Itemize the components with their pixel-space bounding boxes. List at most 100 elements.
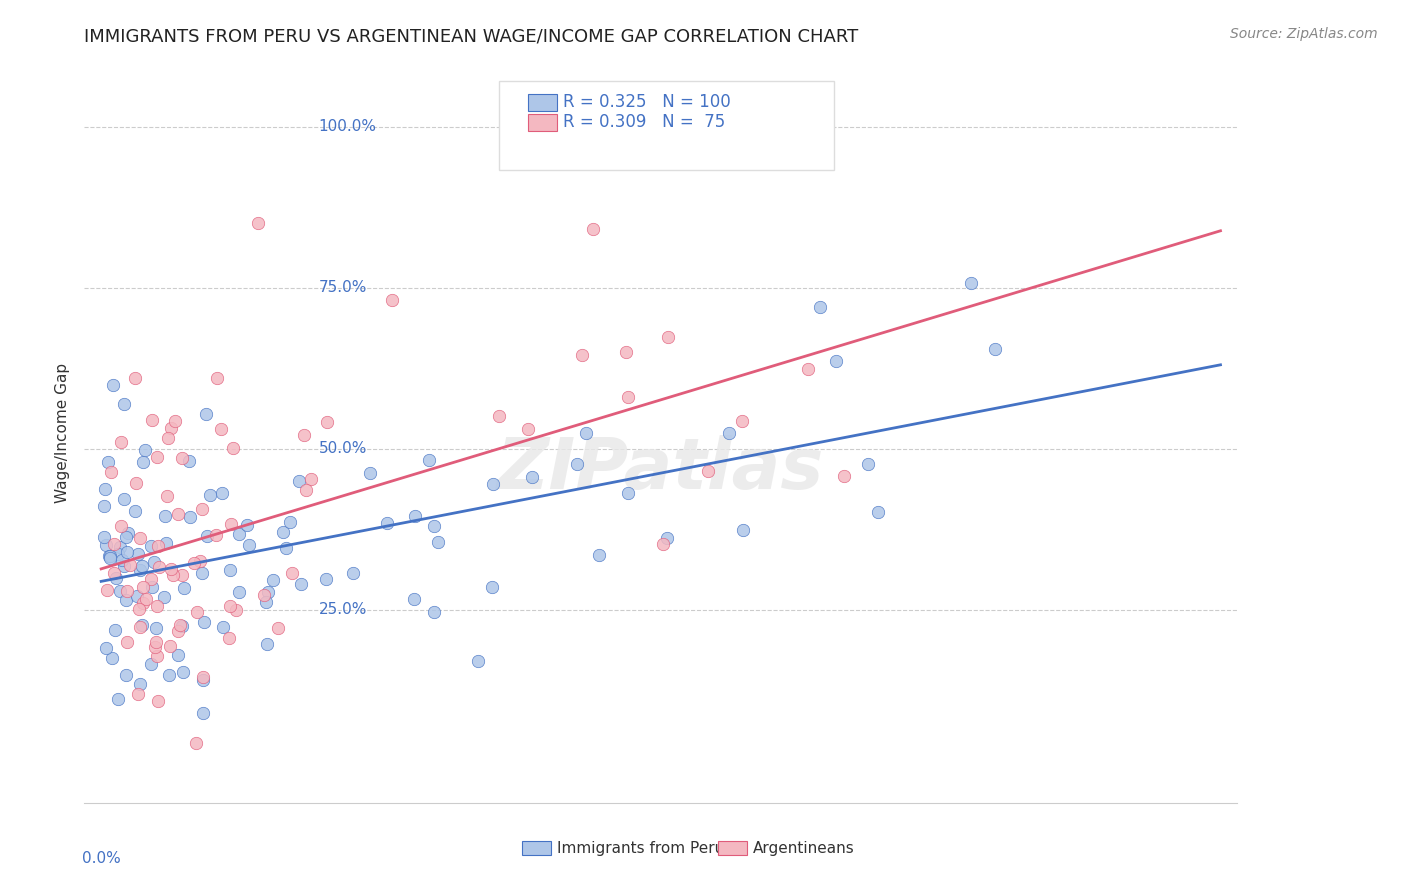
Bar — [529, 114, 557, 130]
Argentineans — [128, 601, 150, 615]
Argentineans — [166, 507, 188, 521]
Argentineans — [145, 635, 167, 649]
Argentineans — [115, 584, 138, 599]
Immigrants from Peru — [139, 539, 162, 553]
Immigrants from Peru — [114, 530, 136, 544]
Argentineans — [141, 573, 163, 587]
Immigrants from Peru — [375, 516, 398, 530]
Immigrants from Peru — [228, 527, 250, 541]
Argentineans — [156, 431, 179, 445]
Immigrants from Peru — [104, 624, 127, 638]
Argentineans — [148, 539, 170, 553]
Argentineans — [697, 464, 720, 478]
Argentineans — [170, 451, 193, 466]
Immigrants from Peru — [107, 548, 129, 562]
Immigrants from Peru — [195, 529, 218, 543]
Immigrants from Peru — [112, 491, 135, 506]
Immigrants from Peru — [257, 585, 280, 599]
Text: 75.0%: 75.0% — [318, 280, 367, 295]
Immigrants from Peru — [423, 605, 446, 619]
Argentineans — [209, 422, 232, 436]
Text: R = 0.309   N =  75: R = 0.309 N = 75 — [562, 113, 725, 131]
Immigrants from Peru — [856, 457, 879, 471]
Immigrants from Peru — [290, 577, 312, 591]
Immigrants from Peru — [153, 590, 176, 604]
Immigrants from Peru — [418, 453, 440, 467]
Text: Argentineans: Argentineans — [754, 841, 855, 856]
Immigrants from Peru — [467, 654, 489, 668]
Argentineans — [315, 416, 337, 430]
Immigrants from Peru — [96, 538, 118, 552]
Argentineans — [218, 631, 240, 645]
Argentineans — [132, 596, 155, 610]
Argentineans — [148, 559, 170, 574]
Immigrants from Peru — [274, 541, 297, 555]
Immigrants from Peru — [959, 277, 981, 291]
Argentineans — [188, 554, 211, 568]
Immigrants from Peru — [254, 594, 277, 608]
Argentineans — [103, 536, 125, 550]
Argentineans — [169, 618, 191, 632]
Immigrants from Peru — [236, 518, 259, 533]
Immigrants from Peru — [128, 677, 150, 691]
Immigrants from Peru — [278, 515, 301, 529]
Immigrants from Peru — [482, 477, 505, 491]
Argentineans — [128, 619, 150, 633]
Argentineans — [143, 640, 166, 654]
Immigrants from Peru — [128, 563, 150, 577]
Immigrants from Peru — [808, 300, 831, 314]
Immigrants from Peru — [262, 574, 284, 588]
Argentineans — [253, 588, 276, 602]
Immigrants from Peru — [108, 540, 131, 554]
Immigrants from Peru — [94, 482, 117, 496]
Immigrants from Peru — [211, 620, 233, 634]
Immigrants from Peru — [481, 580, 503, 594]
Immigrants from Peru — [342, 566, 364, 580]
Argentineans — [299, 472, 322, 486]
Immigrants from Peru — [132, 455, 155, 469]
Immigrants from Peru — [718, 425, 741, 440]
Immigrants from Peru — [134, 443, 156, 458]
Argentineans — [96, 582, 118, 597]
Argentineans — [205, 528, 228, 542]
Immigrants from Peru — [131, 558, 153, 573]
Immigrants from Peru — [219, 563, 242, 577]
Argentineans — [191, 670, 214, 684]
Text: 0.0%: 0.0% — [82, 851, 121, 866]
Immigrants from Peru — [575, 426, 598, 441]
Immigrants from Peru — [359, 466, 381, 480]
Immigrants from Peru — [190, 566, 212, 580]
Immigrants from Peru — [141, 580, 163, 594]
Immigrants from Peru — [125, 589, 148, 603]
Immigrants from Peru — [98, 551, 121, 566]
Argentineans — [225, 602, 247, 616]
Immigrants from Peru — [101, 378, 124, 392]
Argentineans — [207, 371, 229, 385]
Argentineans — [156, 489, 179, 503]
Argentineans — [160, 421, 183, 435]
Immigrants from Peru — [173, 582, 195, 596]
Argentineans — [657, 330, 679, 344]
Text: 25.0%: 25.0% — [318, 602, 367, 617]
FancyBboxPatch shape — [499, 81, 834, 169]
Immigrants from Peru — [179, 509, 201, 524]
Argentineans — [146, 599, 169, 613]
Immigrants from Peru — [404, 508, 426, 523]
Immigrants from Peru — [194, 407, 217, 421]
Immigrants from Peru — [404, 591, 426, 606]
Immigrants from Peru — [112, 397, 135, 411]
Immigrants from Peru — [866, 505, 889, 519]
Argentineans — [125, 475, 148, 490]
Text: 100.0%: 100.0% — [318, 120, 377, 135]
Immigrants from Peru — [98, 549, 121, 563]
Argentineans — [571, 347, 593, 361]
Argentineans — [222, 442, 245, 456]
Text: R = 0.325   N = 100: R = 0.325 N = 100 — [562, 94, 731, 112]
Immigrants from Peru — [100, 650, 122, 665]
Text: IMMIGRANTS FROM PERU VS ARGENTINEAN WAGE/INCOME GAP CORRELATION CHART: IMMIGRANTS FROM PERU VS ARGENTINEAN WAGE… — [84, 28, 859, 45]
Immigrants from Peru — [115, 668, 138, 682]
Argentineans — [797, 361, 820, 376]
Immigrants from Peru — [112, 559, 135, 574]
Argentineans — [616, 390, 638, 404]
Bar — [523, 841, 551, 855]
